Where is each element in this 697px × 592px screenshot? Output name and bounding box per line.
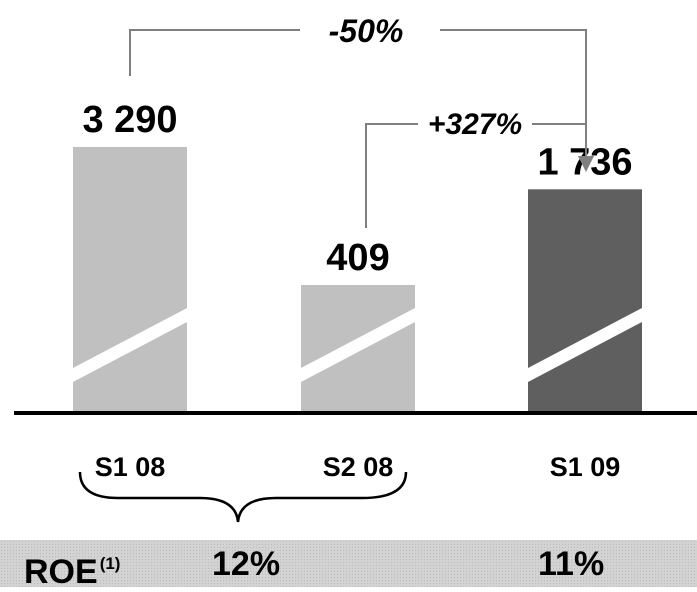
value-label-s1-08: 3 290	[82, 99, 177, 141]
roe-value-s109: 11%	[538, 545, 605, 583]
category-label-s2-08: S2 08	[323, 452, 394, 482]
axis-break-s2-08	[301, 308, 415, 382]
connector-s208-s109	[365, 123, 418, 228]
bar-s1-09	[528, 189, 642, 413]
category-label-s1-09: S1 09	[550, 452, 621, 482]
axis-break-s1-09	[528, 308, 642, 382]
bars-group	[73, 147, 642, 413]
category-label-s1-08: S1 08	[95, 452, 166, 482]
brace-s108-s208	[78, 471, 408, 523]
connector-s108-s109-tail	[440, 29, 587, 158]
roe-band	[0, 540, 697, 587]
annotation-plus-327: +327%	[428, 108, 522, 141]
category-labels-group: S1 08 S2 08 S1 09	[95, 452, 621, 482]
value-label-s2-08: 409	[326, 237, 389, 279]
roe-footnote: (1)	[99, 554, 121, 573]
bar-s1-08	[73, 147, 187, 413]
axis-break-s1-08	[73, 308, 187, 382]
roe-label: ROE (1)	[24, 544, 120, 592]
roe-label-text: ROE	[24, 553, 98, 591]
arrowhead-s109	[578, 156, 594, 172]
roe-value-h1-h2-2008: 12%	[212, 545, 281, 583]
annotation-minus-50: -50%	[329, 13, 404, 49]
connector-s108-s109	[129, 29, 300, 76]
